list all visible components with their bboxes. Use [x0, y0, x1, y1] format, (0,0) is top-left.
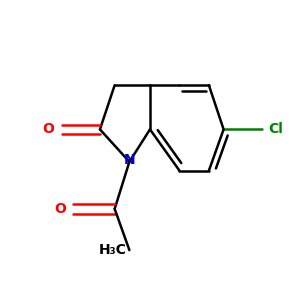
Text: N: N: [124, 153, 135, 167]
Text: O: O: [54, 202, 66, 216]
Text: H₃C: H₃C: [99, 243, 126, 257]
Text: Cl: Cl: [268, 122, 283, 136]
Text: O: O: [42, 122, 54, 136]
